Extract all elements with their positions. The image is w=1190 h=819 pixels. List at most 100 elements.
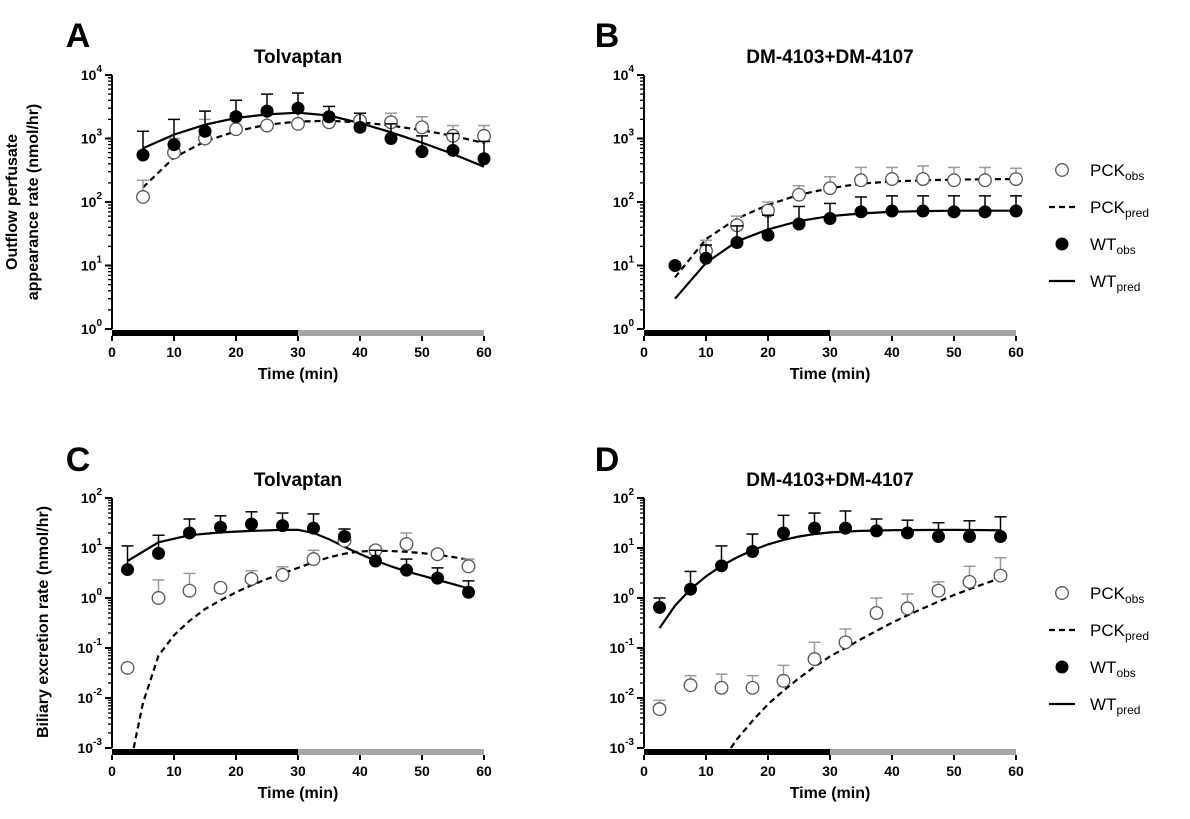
y-tick-exponent: 3 xyxy=(628,128,634,139)
y-tick-label: 100 xyxy=(613,587,635,606)
series-line-wt-pred xyxy=(126,528,469,590)
y-tick-exponent: -3 xyxy=(625,737,634,748)
x-tick-label: 20 xyxy=(760,344,776,360)
y-tick-exponent: 1 xyxy=(96,537,102,548)
y-axis-label: Outflow perfusate appearance rate (nmol/h… xyxy=(4,104,42,301)
point-wt-obs xyxy=(761,228,775,242)
y-tick-base: 10 xyxy=(81,131,97,147)
x-tick-label: 60 xyxy=(1008,344,1024,360)
y-tick-base: 10 xyxy=(613,67,629,83)
point-pck-obs xyxy=(916,172,930,186)
point-pck-obs xyxy=(260,118,274,133)
point-wt-obs xyxy=(338,529,351,543)
y-tick-exponent: 0 xyxy=(628,318,634,329)
point-wt-obs xyxy=(932,529,945,543)
y-tick-exponent: -1 xyxy=(93,637,102,648)
y-tick-label: 102 xyxy=(613,191,635,210)
point-wt-obs xyxy=(121,563,134,577)
y-tick-label: 103 xyxy=(81,128,103,147)
x-tick-label: 10 xyxy=(698,763,714,779)
y-tick-label: 101 xyxy=(613,537,635,556)
point-wt-obs xyxy=(245,517,258,531)
legend-label-main: PCK xyxy=(1090,161,1126,180)
point-wt-obs xyxy=(276,519,289,533)
legend-label-subscript: obs xyxy=(1125,592,1144,606)
phase-bar-segment xyxy=(644,749,830,755)
point-wt-obs xyxy=(167,138,181,152)
point-wt-obs xyxy=(369,554,382,568)
y-axis-label-line: appearance rate (nmol/hr) xyxy=(25,104,42,301)
point-wt-obs xyxy=(777,526,790,540)
y-tick-base: 10 xyxy=(81,194,97,210)
point-wt-obs xyxy=(684,582,697,596)
y-tick-label: 100 xyxy=(81,318,103,337)
phase-bar-segment xyxy=(298,330,484,336)
point-wt-obs xyxy=(446,143,460,157)
phase-bar-segment xyxy=(112,749,298,755)
y-tick-exponent: -2 xyxy=(93,687,102,698)
point-wt-obs xyxy=(214,520,227,534)
legend-label-subscript: obs xyxy=(1125,169,1144,183)
y-tick-base: 10 xyxy=(81,67,97,83)
y-tick-exponent: 0 xyxy=(628,587,634,598)
x-axis-label: Time (min) xyxy=(258,785,339,802)
x-axis-label: Time (min) xyxy=(258,366,339,383)
y-tick-exponent: 2 xyxy=(628,487,634,498)
point-pck-obs xyxy=(229,122,243,137)
y-tick-exponent: 1 xyxy=(96,255,102,266)
point-wt-obs xyxy=(353,120,367,134)
series-line-pck-pred xyxy=(132,549,469,749)
y-tick-label: 10-2 xyxy=(78,687,103,706)
legend-open-circle-icon xyxy=(1055,163,1069,177)
y-tick-exponent: 2 xyxy=(628,191,634,202)
x-tick-label: 50 xyxy=(414,344,430,360)
y-tick-exponent: 3 xyxy=(96,128,102,139)
phase-bar-segment xyxy=(298,749,484,755)
y-tick-exponent: 4 xyxy=(96,64,102,75)
point-wt-obs xyxy=(198,124,212,138)
point-wt-obs xyxy=(699,251,713,265)
y-tick-label: 104 xyxy=(81,64,103,83)
series-line-pck-pred xyxy=(674,177,1017,279)
point-pck-obs xyxy=(823,181,837,196)
legend-label-main: WT xyxy=(1090,235,1116,254)
y-tick-base: 10 xyxy=(81,258,97,274)
point-wt-obs xyxy=(947,205,961,219)
y-tick-exponent: 0 xyxy=(96,587,102,598)
y-tick-base: 10 xyxy=(78,690,94,706)
point-wt-obs xyxy=(136,148,150,162)
legend-label: WTpred xyxy=(1090,272,1140,294)
x-tick-label: 50 xyxy=(946,763,962,779)
legend-label-main: PCK xyxy=(1090,584,1126,603)
y-tick-base: 10 xyxy=(610,640,626,656)
series-line-wt-pred xyxy=(658,528,1001,629)
y-tick-label: 10-1 xyxy=(78,637,103,656)
point-wt-obs xyxy=(885,204,899,218)
point-pck-obs xyxy=(714,680,729,695)
y-tick-base: 10 xyxy=(613,540,629,556)
x-tick-label: 20 xyxy=(760,763,776,779)
point-wt-obs xyxy=(808,521,821,535)
point-pck-obs xyxy=(244,572,259,586)
y-tick-exponent: -2 xyxy=(625,687,634,698)
panel-title: DM-4103+DM-4107 xyxy=(746,470,913,491)
x-tick-label: 50 xyxy=(946,344,962,360)
point-wt-obs xyxy=(839,521,852,535)
point-pck-obs xyxy=(854,173,868,188)
point-wt-obs xyxy=(384,132,398,145)
x-tick-label: 40 xyxy=(884,344,900,360)
x-tick-label: 30 xyxy=(290,763,306,779)
y-tick-exponent: 1 xyxy=(628,255,634,266)
point-wt-obs xyxy=(715,559,728,573)
point-wt-obs xyxy=(870,524,883,538)
point-pck-obs xyxy=(745,680,760,695)
x-tick-label: 0 xyxy=(640,344,648,360)
point-wt-obs xyxy=(152,546,165,560)
y-tick-label: 10-3 xyxy=(78,737,103,756)
point-wt-obs xyxy=(653,600,666,614)
panel-title: Tolvaptan xyxy=(254,470,342,491)
y-tick-exponent: 4 xyxy=(628,64,634,75)
